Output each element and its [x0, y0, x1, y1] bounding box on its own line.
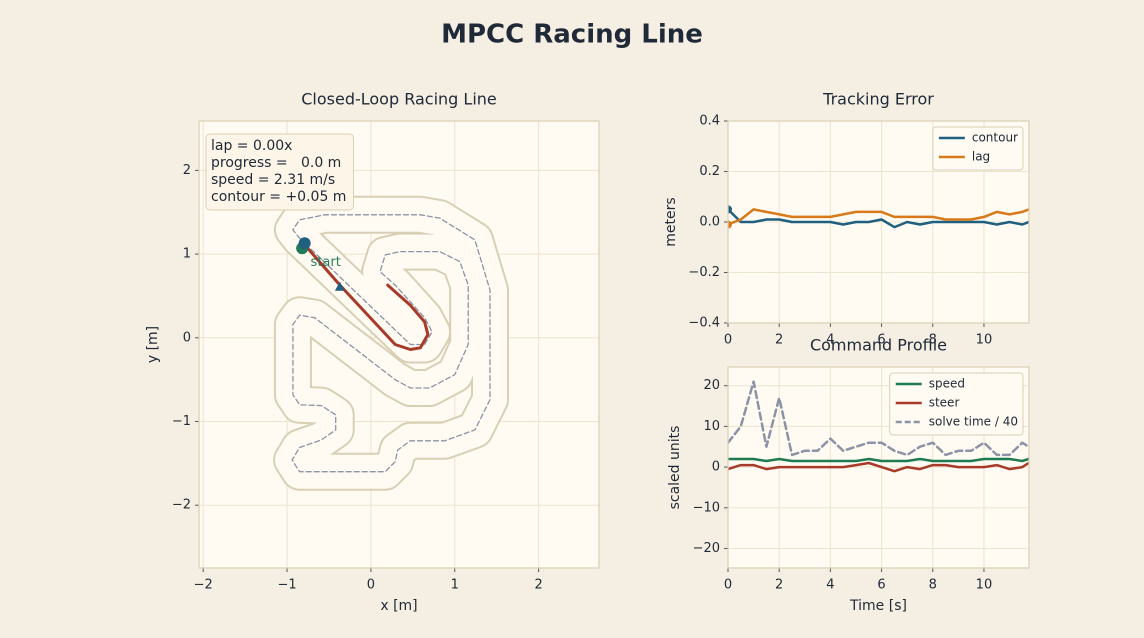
axes-title: Tracking Error — [822, 90, 934, 109]
x-tick-label: 2 — [775, 333, 783, 348]
axes-frame — [727, 366, 1030, 569]
legend: speed steer solve time / 40 — [889, 372, 1024, 436]
y-tick-label: −0.2 — [688, 265, 720, 280]
x-tick-label: 6 — [877, 333, 885, 348]
y-tick-label: 0.2 — [699, 164, 720, 179]
x-tick-label: −1 — [277, 578, 296, 593]
marker — [298, 237, 311, 250]
legend-label: contour — [972, 131, 1018, 145]
x-tick-label: 0 — [724, 333, 732, 348]
series-line — [728, 380, 1029, 457]
x-tick-label: 10 — [976, 578, 993, 593]
x-axis-label: x [m] — [380, 598, 417, 614]
x-tick-label: 8 — [929, 578, 937, 593]
x-tick-label: 0 — [724, 578, 732, 593]
x-tick-label: 2 — [775, 578, 783, 593]
x-tick-label: 4 — [826, 333, 834, 348]
x-tick-label: 4 — [826, 578, 834, 593]
info-line: contour = +0.05 m — [211, 189, 346, 205]
y-tick-label: 0 — [183, 330, 191, 345]
y-tick-label: 10 — [703, 419, 720, 434]
plot-area — [728, 367, 1029, 568]
series-line — [728, 208, 1029, 226]
x-tick-label: 8 — [929, 333, 937, 348]
marker — [334, 281, 345, 291]
info-line: lap = 0.00x — [211, 138, 292, 154]
x-tick-label: 6 — [877, 578, 885, 593]
x-tick-label: 10 — [976, 333, 993, 348]
legend-label: lag — [972, 150, 990, 164]
y-tick-label: −1 — [172, 414, 191, 429]
annotation: start — [311, 255, 341, 270]
y-tick-label: 2 — [183, 163, 191, 178]
y-tick-label: 1 — [183, 247, 191, 262]
series-line — [728, 457, 1029, 463]
y-tick-label: −10 — [693, 500, 720, 515]
plot-area — [199, 121, 599, 568]
legend-label: steer — [929, 396, 960, 410]
series-line — [728, 208, 1029, 229]
y-tick-label: −2 — [172, 498, 191, 513]
legend-box — [889, 372, 1024, 436]
x-tick-label: 0 — [367, 578, 375, 593]
x-tick-label: 1 — [451, 578, 459, 593]
y-axis-label: y [m] — [145, 326, 161, 363]
x-tick-label: −2 — [194, 578, 213, 593]
axes-frame — [727, 120, 1030, 324]
y-tick-label: −20 — [693, 541, 720, 556]
legend-label: solve time / 40 — [929, 415, 1018, 429]
figure-title: MPCC Racing Line — [441, 20, 703, 50]
axes-title: Command Profile — [810, 336, 947, 355]
axes-frame — [198, 120, 600, 569]
y-axis-label: scaled units — [667, 426, 683, 510]
y-axis-label: meters — [663, 197, 679, 246]
legend: contour lag — [932, 126, 1024, 171]
y-tick-label: 0.0 — [699, 215, 720, 230]
series-line — [303, 243, 430, 351]
y-tick-label: −0.4 — [688, 316, 720, 331]
y-tick-label: 0.4 — [699, 114, 720, 129]
y-tick-label: 0 — [712, 460, 720, 475]
info-line: progress = 0.0 m — [211, 155, 341, 171]
x-tick-label: 2 — [534, 578, 542, 593]
legend-label: speed — [929, 377, 965, 391]
x-axis-label: Time [s] — [849, 598, 907, 614]
axes-title: Closed-Loop Racing Line — [301, 90, 497, 109]
series-line — [728, 461, 1029, 473]
track-centerline — [291, 214, 491, 473]
info-line: speed = 2.31 m/s — [211, 172, 335, 188]
y-tick-label: 20 — [703, 378, 720, 393]
marker — [728, 205, 732, 214]
marker — [728, 220, 732, 229]
info-box — [205, 133, 354, 211]
